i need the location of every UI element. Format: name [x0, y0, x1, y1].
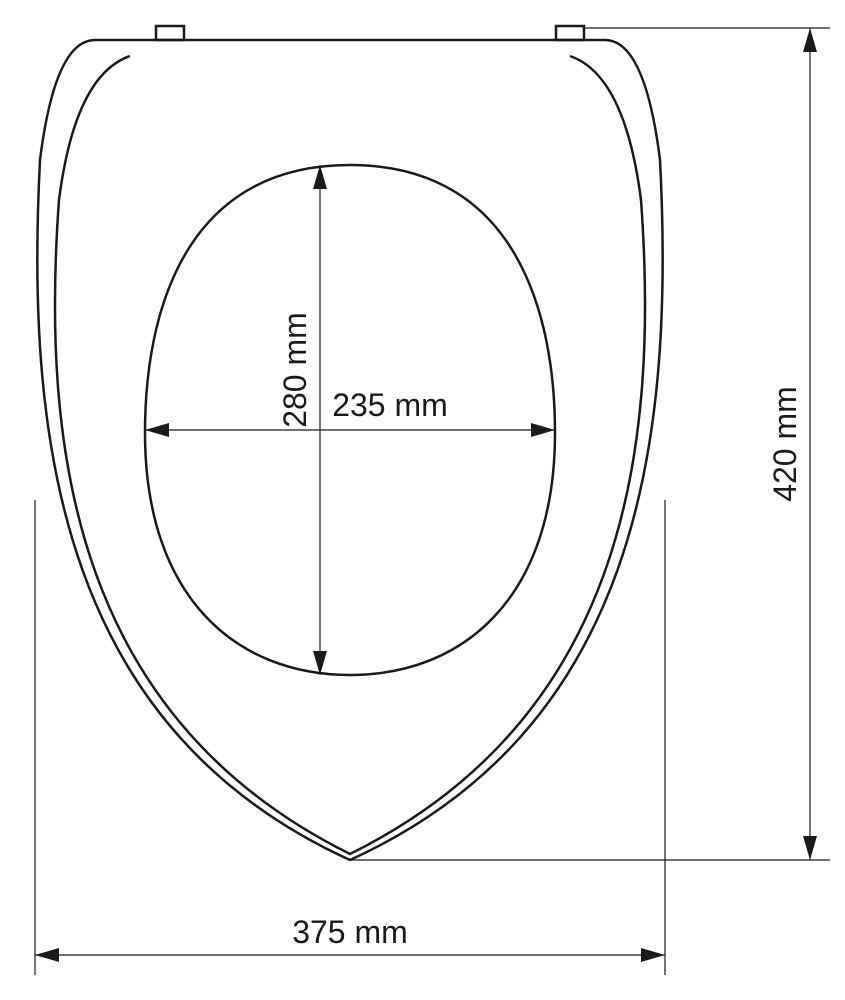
- lid-outline: [37, 40, 662, 860]
- dim-inner-width-label: 235 mm: [332, 387, 448, 423]
- hinge-left: [156, 26, 184, 40]
- dim-outer-height-label: 420 mm: [767, 386, 803, 502]
- hinge-right: [556, 26, 584, 40]
- dim-inner-height-label: 280 mm: [277, 312, 313, 428]
- dim-outer-width-label: 375 mm: [292, 914, 408, 950]
- seat-outline: [55, 56, 645, 854]
- dimension-drawing: 235 mm 280 mm 375 mm 420 mm: [0, 0, 845, 1000]
